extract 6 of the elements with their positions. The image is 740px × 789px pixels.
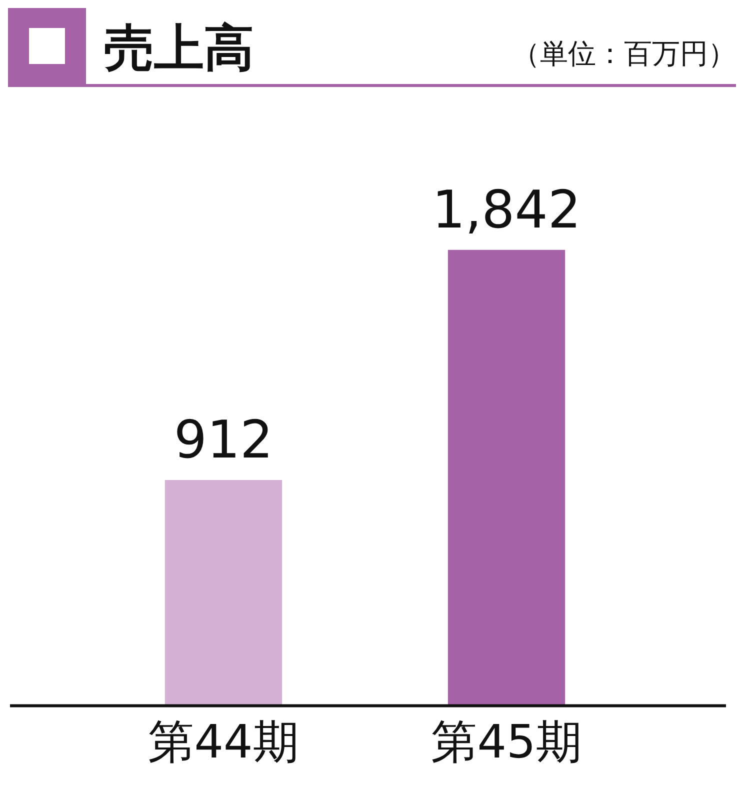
data-label: 912 bbox=[174, 410, 274, 471]
chart-title: 売上高 bbox=[104, 18, 254, 79]
chart-subtitle: （単位：百万円） bbox=[512, 36, 736, 72]
data-label: 1,842 bbox=[432, 180, 581, 240]
x-tick-label: 第44期 bbox=[148, 714, 299, 768]
x-tick-label: 第45期 bbox=[431, 714, 582, 768]
